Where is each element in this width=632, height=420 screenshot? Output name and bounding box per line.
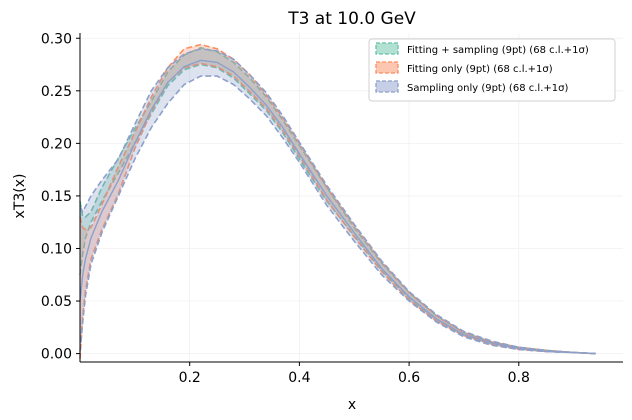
axes bbox=[79, 33, 623, 363]
legend-box bbox=[368, 38, 616, 102]
y-tick-label: 0.30 bbox=[41, 31, 72, 47]
x-tick-label: 0.4 bbox=[288, 370, 310, 386]
legend-swatch-1 bbox=[375, 42, 399, 55]
legend-swatch-3 bbox=[375, 80, 399, 93]
ticks: 0.2 0.4 0.6 0.8 0.00 0.05 0.10 0.15 0.20 0.25 0.30 bbox=[41, 31, 530, 386]
band-upper-3 bbox=[79, 47, 596, 355]
band-lower-2 bbox=[79, 62, 596, 359]
x-axis-label: x bbox=[348, 397, 356, 413]
y-tick-label: 0.20 bbox=[41, 136, 72, 152]
y-tick-label: 0.00 bbox=[41, 347, 72, 363]
band-lower-3 bbox=[79, 75, 596, 355]
bands bbox=[79, 43, 596, 359]
legend: Fitting + sampling (9pt) (68 c.l.+1σ) Fit… bbox=[368, 38, 616, 102]
chart-title: T3 at 10.0 GeV bbox=[287, 9, 416, 29]
y-tick-label: 0.05 bbox=[41, 294, 72, 310]
x-tick-label: 0.6 bbox=[398, 370, 420, 386]
legend-label-1: Fitting + sampling (9pt) (68 c.l.+1σ) bbox=[407, 45, 589, 56]
central-line-3 bbox=[79, 59, 596, 355]
y-tick-label: 0.10 bbox=[41, 241, 72, 257]
legend-label-2: Fitting only (9pt) (68 c.l.+1σ) bbox=[407, 64, 553, 75]
band-upper-1 bbox=[79, 46, 596, 355]
y-tick-label: 0.15 bbox=[41, 189, 72, 205]
y-axis-label: xT3(x) bbox=[12, 174, 28, 219]
x-tick-label: 0.2 bbox=[179, 370, 201, 386]
legend-swatch-2 bbox=[375, 61, 399, 74]
y-tick-label: 0.25 bbox=[41, 84, 72, 100]
x-tick-label: 0.8 bbox=[508, 370, 530, 386]
legend-label-3: Sampling only (9pt) (68 c.l.+1σ) bbox=[407, 83, 568, 94]
